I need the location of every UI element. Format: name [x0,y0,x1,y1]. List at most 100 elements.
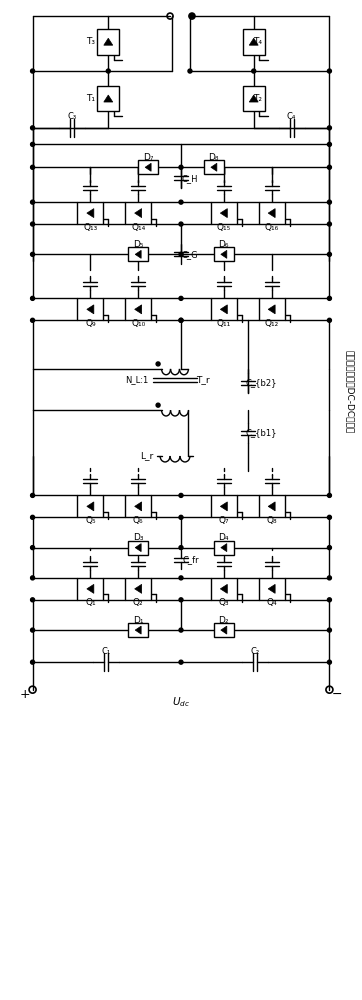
Circle shape [179,222,183,226]
Text: C₂: C₂ [250,647,259,656]
Polygon shape [135,209,142,218]
Circle shape [106,69,110,73]
Text: Q₁₆: Q₁₆ [265,223,279,232]
Text: N_L:1: N_L:1 [126,375,149,384]
Polygon shape [87,584,94,593]
Bar [97,29,119,55]
Circle shape [179,296,183,300]
Text: 三电平双有源桥DC-DC变换器: 三电平双有源桥DC-DC变换器 [345,350,354,433]
Bar [77,495,103,517]
Polygon shape [135,250,141,258]
Circle shape [179,318,183,322]
Bar [243,86,265,111]
Bar [97,86,119,111]
Circle shape [179,493,183,497]
Polygon shape [268,502,275,511]
Polygon shape [220,502,227,511]
Circle shape [179,576,183,580]
Circle shape [30,515,34,519]
Circle shape [328,252,332,256]
Circle shape [30,628,34,632]
Text: Q₆: Q₆ [133,516,143,525]
Polygon shape [87,502,94,511]
Polygon shape [104,38,113,45]
Circle shape [179,318,183,322]
Bar [214,623,234,637]
Polygon shape [268,584,275,593]
Text: C_fr: C_fr [183,555,199,564]
Circle shape [252,69,256,73]
Circle shape [30,546,34,550]
Polygon shape [135,305,142,314]
Bar [125,495,151,517]
Circle shape [328,628,332,632]
Polygon shape [249,38,258,45]
Text: C₃: C₃ [68,112,77,121]
Bar [211,298,237,320]
Polygon shape [221,544,227,552]
Text: T₄: T₄ [253,37,262,46]
Bar [243,29,265,55]
Polygon shape [87,305,94,314]
Text: Q₄: Q₄ [266,598,277,607]
Polygon shape [268,305,275,314]
Text: Q₈: Q₈ [266,516,277,525]
Circle shape [179,165,183,169]
Circle shape [190,14,194,18]
Bar [204,160,224,174]
Text: T_r: T_r [196,375,210,384]
Bar [125,578,151,600]
Bar [259,202,285,224]
Circle shape [30,493,34,497]
Circle shape [30,165,34,169]
Bar [214,541,234,555]
Bar [259,578,285,600]
Text: D₆: D₆ [219,240,229,249]
Text: Q₁₀: Q₁₀ [131,319,145,328]
Text: D₄: D₄ [219,533,229,542]
Text: T₃: T₃ [86,37,95,46]
Text: C_H: C_H [182,174,198,183]
Circle shape [328,546,332,550]
Bar [211,578,237,600]
Text: C_G: C_G [182,250,198,259]
Bar [125,202,151,224]
Text: Q₁₄: Q₁₄ [131,223,145,232]
Circle shape [30,142,34,146]
Circle shape [328,598,332,602]
Text: Q₇: Q₇ [219,516,229,525]
Circle shape [30,660,34,664]
Circle shape [328,660,332,664]
Circle shape [328,165,332,169]
Circle shape [328,69,332,73]
Bar [128,541,148,555]
Text: Q₅: Q₅ [85,516,96,525]
Text: C_{b1}: C_{b1} [246,429,277,438]
Text: $U_{dc}$: $U_{dc}$ [172,695,190,709]
Text: Q₁₂: Q₁₂ [265,319,279,328]
Bar [125,298,151,320]
Polygon shape [135,626,141,634]
Text: D₂: D₂ [219,616,229,625]
Bar [77,578,103,600]
Circle shape [179,628,183,632]
Polygon shape [221,250,227,258]
Circle shape [30,252,34,256]
Circle shape [328,142,332,146]
Polygon shape [249,95,258,102]
Polygon shape [220,584,227,593]
Polygon shape [135,584,142,593]
Bar [211,202,237,224]
Bar [138,160,158,174]
Text: C₁: C₁ [102,647,111,656]
Circle shape [179,200,183,204]
Circle shape [179,598,183,602]
Circle shape [30,222,34,226]
Bar [77,298,103,320]
Polygon shape [87,209,94,218]
Text: +: + [19,688,30,701]
Circle shape [188,69,192,73]
Bar [211,495,237,517]
Circle shape [328,200,332,204]
Bar [214,247,234,261]
